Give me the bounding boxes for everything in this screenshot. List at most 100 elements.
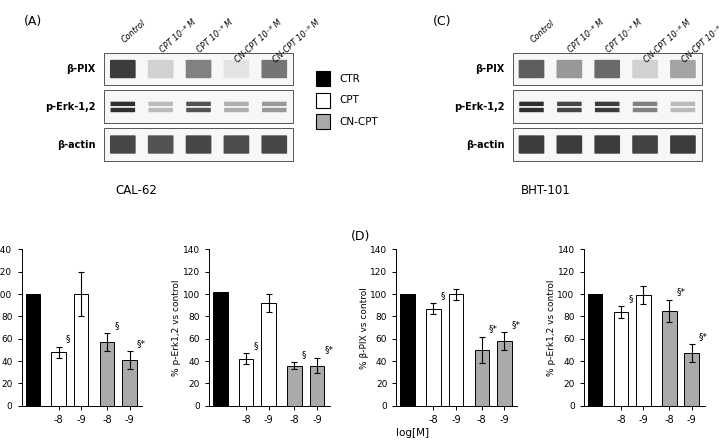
FancyBboxPatch shape xyxy=(632,60,658,78)
Bar xyxy=(426,309,441,406)
Text: p-Erk-1,2: p-Erk-1,2 xyxy=(45,102,96,112)
Text: Control: Control xyxy=(120,18,147,45)
Bar xyxy=(25,294,40,406)
Bar xyxy=(104,90,293,123)
Bar xyxy=(316,114,330,129)
FancyBboxPatch shape xyxy=(262,60,287,78)
Text: CPT 10⁻⁸ M: CPT 10⁻⁸ M xyxy=(567,18,606,55)
Bar xyxy=(449,294,463,406)
Bar xyxy=(316,71,330,86)
Bar xyxy=(213,292,227,406)
FancyBboxPatch shape xyxy=(633,108,657,112)
Bar xyxy=(51,352,66,406)
Text: p-Erk-1,2: p-Erk-1,2 xyxy=(454,102,504,112)
FancyBboxPatch shape xyxy=(262,102,287,106)
Bar xyxy=(122,360,137,406)
Text: (D): (D) xyxy=(350,230,370,243)
FancyBboxPatch shape xyxy=(557,60,582,78)
Bar xyxy=(100,342,114,406)
FancyBboxPatch shape xyxy=(110,135,136,154)
Text: CPT: CPT xyxy=(339,95,359,105)
Text: §*: §* xyxy=(489,324,498,333)
FancyBboxPatch shape xyxy=(519,108,544,112)
FancyBboxPatch shape xyxy=(262,108,287,112)
Text: §*: §* xyxy=(699,332,708,341)
Text: β-PIX: β-PIX xyxy=(66,64,96,74)
Bar xyxy=(104,52,293,86)
Bar xyxy=(513,128,702,161)
Text: §*: §* xyxy=(677,288,685,296)
Bar xyxy=(513,52,702,86)
Text: Control: Control xyxy=(528,18,557,45)
Text: CAL-62: CAL-62 xyxy=(116,184,157,197)
Text: §: § xyxy=(302,350,306,359)
Bar xyxy=(497,341,512,406)
FancyBboxPatch shape xyxy=(148,108,173,112)
Text: β-actin: β-actin xyxy=(57,139,96,149)
FancyBboxPatch shape xyxy=(595,135,620,154)
Text: β-actin: β-actin xyxy=(466,139,504,149)
Text: β-PIX: β-PIX xyxy=(475,64,504,74)
FancyBboxPatch shape xyxy=(224,102,249,106)
Bar xyxy=(239,359,253,406)
Bar xyxy=(636,295,651,406)
Text: BHT-101: BHT-101 xyxy=(521,184,570,197)
Bar xyxy=(613,312,628,406)
FancyBboxPatch shape xyxy=(186,108,211,112)
FancyBboxPatch shape xyxy=(595,60,620,78)
Text: CPT 10⁻⁹ M: CPT 10⁻⁹ M xyxy=(196,18,235,55)
Text: CN-CPT 10⁻⁸ M: CN-CPT 10⁻⁸ M xyxy=(234,18,284,65)
Text: §: § xyxy=(66,334,70,343)
FancyBboxPatch shape xyxy=(595,108,620,112)
Bar xyxy=(587,294,603,406)
Text: CN-CPT 10⁻⁸ M: CN-CPT 10⁻⁸ M xyxy=(642,18,692,65)
Bar xyxy=(287,366,302,406)
FancyBboxPatch shape xyxy=(111,102,135,106)
Bar xyxy=(513,90,702,123)
FancyBboxPatch shape xyxy=(632,135,658,154)
Text: CPT 10⁻⁸ M: CPT 10⁻⁸ M xyxy=(158,18,198,55)
Text: §*: §* xyxy=(324,345,333,355)
Bar xyxy=(310,366,324,406)
FancyBboxPatch shape xyxy=(262,135,287,154)
FancyBboxPatch shape xyxy=(186,135,211,154)
Bar xyxy=(74,294,88,406)
FancyBboxPatch shape xyxy=(148,60,173,78)
FancyBboxPatch shape xyxy=(633,102,657,106)
Y-axis label: % p-Erk1,2 vs control: % p-Erk1,2 vs control xyxy=(547,279,556,376)
Text: §: § xyxy=(441,291,445,300)
FancyBboxPatch shape xyxy=(671,102,695,106)
FancyBboxPatch shape xyxy=(518,135,544,154)
FancyBboxPatch shape xyxy=(186,60,211,78)
FancyBboxPatch shape xyxy=(224,135,249,154)
Text: CN-CPT 10⁻⁹ M: CN-CPT 10⁻⁹ M xyxy=(272,18,322,65)
Y-axis label: % p-Erk1,2 vs control: % p-Erk1,2 vs control xyxy=(173,279,181,376)
FancyBboxPatch shape xyxy=(557,102,582,106)
FancyBboxPatch shape xyxy=(111,108,135,112)
Text: CN-CPT 10⁻⁹ M: CN-CPT 10⁻⁹ M xyxy=(680,18,719,65)
Text: §*: §* xyxy=(137,339,146,348)
FancyBboxPatch shape xyxy=(595,102,620,106)
FancyBboxPatch shape xyxy=(518,60,544,78)
FancyBboxPatch shape xyxy=(148,102,173,106)
FancyBboxPatch shape xyxy=(224,108,249,112)
FancyBboxPatch shape xyxy=(519,102,544,106)
Text: CTR: CTR xyxy=(339,74,360,84)
FancyBboxPatch shape xyxy=(670,135,696,154)
FancyBboxPatch shape xyxy=(557,135,582,154)
FancyBboxPatch shape xyxy=(557,108,582,112)
Bar xyxy=(662,311,677,406)
FancyBboxPatch shape xyxy=(670,60,696,78)
Text: §*: §* xyxy=(512,320,521,329)
Bar xyxy=(104,128,293,161)
X-axis label: log[M]: log[M] xyxy=(396,427,429,437)
Bar xyxy=(475,350,489,406)
Text: CN-CPT: CN-CPT xyxy=(339,116,377,127)
Text: §: § xyxy=(253,341,258,350)
FancyBboxPatch shape xyxy=(110,60,136,78)
Bar xyxy=(316,93,330,108)
Bar xyxy=(400,294,415,406)
FancyBboxPatch shape xyxy=(224,60,249,78)
Y-axis label: % β-PIX vs control: % β-PIX vs control xyxy=(360,287,369,369)
FancyBboxPatch shape xyxy=(148,135,173,154)
